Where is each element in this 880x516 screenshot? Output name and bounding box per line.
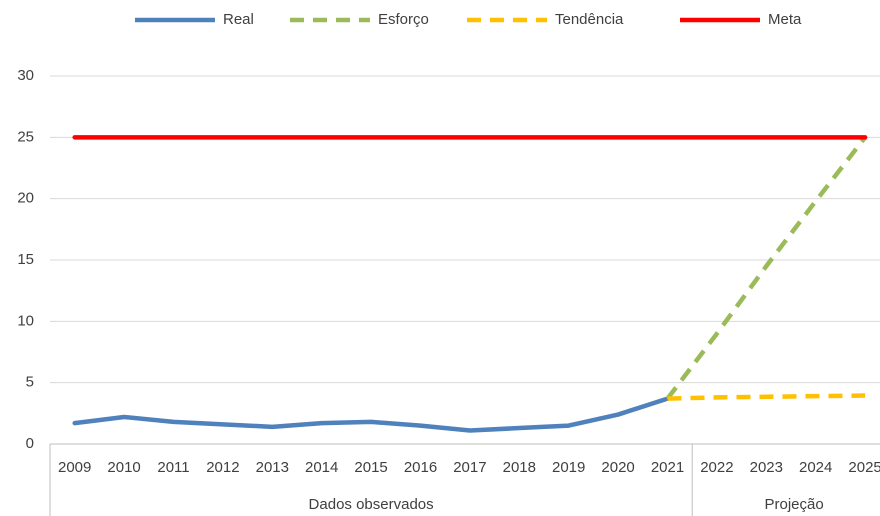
x-tick-label: 2014: [305, 459, 338, 476]
group-label: Projeção: [764, 496, 823, 513]
x-tick-label: 2017: [453, 459, 486, 476]
x-tick-label: 2022: [700, 459, 733, 476]
series-line: [665, 135, 867, 400]
y-tick-label: 30: [17, 67, 34, 84]
y-tick-label: 20: [17, 190, 34, 207]
legend-label: Meta: [768, 11, 802, 28]
x-tick-label: 2018: [503, 459, 536, 476]
x-tick-label: 2019: [552, 459, 585, 476]
legend-label: Esforço: [378, 11, 429, 28]
y-tick-label: 10: [17, 312, 34, 329]
x-tick-label: 2021: [651, 459, 684, 476]
x-tick-label: 2009: [58, 459, 91, 476]
legend-label: Tendência: [555, 11, 624, 28]
x-tick-label: 2011: [157, 459, 189, 476]
y-tick-label: 15: [17, 251, 34, 268]
x-tick-label: 2015: [354, 459, 387, 476]
x-tick-label: 2020: [601, 459, 634, 476]
y-tick-label: 25: [17, 128, 34, 145]
x-tick-label: 2010: [107, 459, 140, 476]
legend-label: Real: [223, 11, 254, 28]
series-line: [72, 396, 670, 433]
y-tick-label: 5: [26, 374, 34, 391]
y-tick-label: 0: [26, 435, 34, 452]
x-tick-label: 2024: [799, 459, 832, 476]
group-label: Dados observados: [309, 496, 434, 513]
series-line: [667, 393, 866, 401]
x-tick-label: 2025: [848, 459, 880, 476]
x-tick-label: 2013: [256, 459, 289, 476]
x-tick-label: 2016: [404, 459, 437, 476]
x-tick-label: 2023: [750, 459, 783, 476]
x-tick-label: 2012: [206, 459, 239, 476]
